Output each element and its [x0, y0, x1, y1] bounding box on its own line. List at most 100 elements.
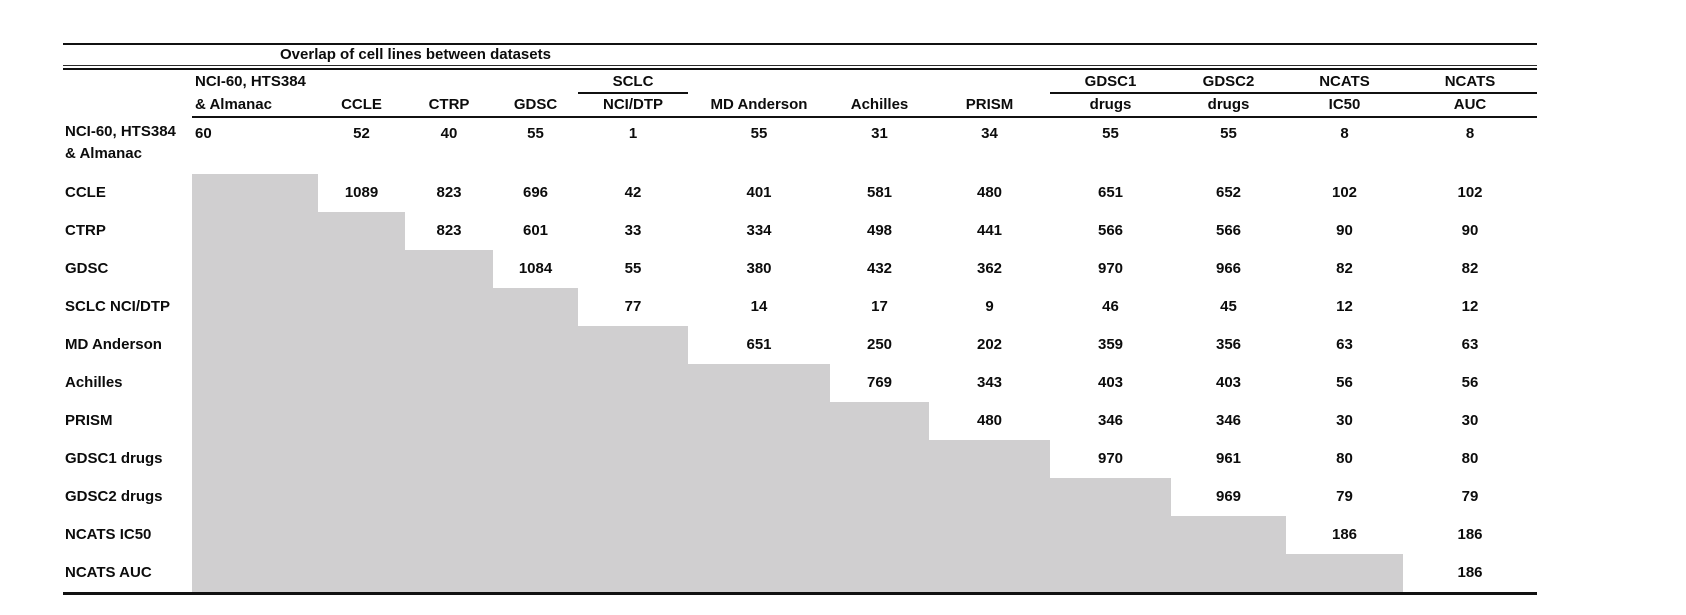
shaded-cell	[493, 288, 578, 326]
row-header: GDSC2 drugs	[65, 488, 163, 505]
shaded-cell	[405, 402, 493, 440]
value-cell: 823	[436, 222, 462, 239]
shaded-cell	[1050, 516, 1171, 554]
shaded-cell	[318, 212, 405, 250]
value-cell: 498	[866, 222, 893, 239]
shaded-cell	[929, 440, 1050, 478]
shaded-cell	[1171, 516, 1286, 554]
col-header-4: GDSC	[493, 70, 578, 118]
value-cell: 56	[1336, 374, 1353, 391]
shaded-cell	[578, 402, 688, 440]
shaded-cell	[929, 516, 1050, 554]
col-header-10: GDSC2 drugs	[1171, 70, 1286, 118]
value-cell: 55	[527, 125, 544, 142]
value-cell: 186	[1457, 564, 1483, 581]
row-header: NCATS AUC	[65, 564, 152, 581]
value-cell: 102	[1457, 184, 1483, 201]
row-header: GDSC1 drugs	[65, 450, 163, 467]
row-header: NCI-60, HTS384 & Almanac	[65, 123, 176, 162]
value-cell: 480	[976, 412, 1003, 429]
table-row: SCLC NCI/DTP 77 14 17 9 46 45 12 12	[63, 288, 1537, 326]
value-cell: 8	[1465, 125, 1475, 142]
row-header: PRISM	[65, 412, 113, 429]
value-cell: 34	[981, 125, 998, 142]
col-header-2: CCLE	[318, 70, 405, 118]
value-cell: 480	[976, 184, 1003, 201]
value-cell: 42	[624, 184, 642, 201]
value-cell: 30	[1461, 412, 1479, 429]
shaded-cell	[493, 364, 578, 402]
value-cell: 9	[985, 298, 994, 315]
value-cell: 356	[1215, 336, 1242, 353]
value-cell: 90	[1336, 222, 1353, 239]
value-cell: 651	[1097, 184, 1124, 201]
shaded-cell	[318, 250, 405, 288]
shaded-cell	[192, 174, 318, 212]
value-cell: 52	[353, 125, 370, 142]
value-cell: 403	[1097, 374, 1124, 391]
value-cell: 55	[1102, 125, 1119, 142]
value-cell: 82	[1336, 260, 1353, 277]
value-cell: 55	[624, 260, 642, 277]
value-cell: 581	[866, 184, 893, 201]
shaded-cell	[192, 288, 318, 326]
shaded-cell	[830, 402, 929, 440]
table-row: GDSC 1084 55 380 432 362 970 966 82 82	[63, 250, 1537, 288]
header-row: NCI-60, HTS384 & Almanac CCLE CTRP GDSC SCLC N…	[63, 70, 1537, 118]
value-cell: 63	[1336, 336, 1353, 353]
shaded-cell	[578, 364, 688, 402]
value-cell: 90	[1461, 222, 1479, 239]
value-cell: 17	[871, 298, 888, 315]
shaded-cell	[493, 554, 578, 592]
value-cell: 60	[195, 125, 212, 142]
shaded-cell	[929, 554, 1050, 592]
shaded-cell	[578, 554, 688, 592]
shaded-cell	[688, 516, 830, 554]
value-cell: 40	[440, 125, 458, 142]
value-cell: 362	[976, 260, 1003, 277]
value-cell: 56	[1461, 374, 1479, 391]
shaded-cell	[405, 288, 493, 326]
shaded-cell	[405, 250, 493, 288]
value-cell: 102	[1331, 184, 1358, 201]
shaded-cell	[830, 516, 929, 554]
value-cell: 77	[624, 298, 642, 315]
shaded-cell	[493, 478, 578, 516]
value-cell: 334	[746, 222, 772, 239]
col-header-9: GDSC1 drugs	[1050, 70, 1171, 118]
value-cell: 970	[1097, 450, 1124, 467]
shaded-cell	[688, 440, 830, 478]
shaded-cell	[192, 364, 318, 402]
value-cell: 441	[976, 222, 1003, 239]
shaded-cell	[578, 440, 688, 478]
value-cell: 12	[1336, 298, 1353, 315]
bottom-rule	[63, 592, 1537, 595]
value-cell: 250	[866, 336, 893, 353]
shaded-cell	[1050, 554, 1171, 592]
shaded-cell	[318, 440, 405, 478]
table-row: GDSC1 drugs 970 961 80 80	[63, 440, 1537, 478]
value-cell: 1	[628, 125, 638, 142]
col-header-11: NCATS IC50	[1286, 70, 1403, 118]
shaded-cell	[1286, 554, 1403, 592]
shaded-cell	[318, 326, 405, 364]
value-cell: 601	[522, 222, 549, 239]
value-cell: 652	[1215, 184, 1242, 201]
title-underline	[63, 65, 1537, 70]
value-cell: 823	[436, 184, 462, 201]
shaded-cell	[929, 478, 1050, 516]
col-header-6: MD Anderson	[688, 70, 830, 118]
shaded-cell	[405, 364, 493, 402]
shaded-cell	[578, 326, 688, 364]
shaded-cell	[318, 402, 405, 440]
shaded-cell	[493, 402, 578, 440]
value-cell: 346	[1097, 412, 1124, 429]
shaded-cell	[192, 516, 318, 554]
shaded-cell	[578, 516, 688, 554]
table-row: GDSC2 drugs 969 79 79	[63, 478, 1537, 516]
value-cell: 969	[1215, 488, 1242, 505]
col-header-8: PRISM	[929, 70, 1050, 118]
shaded-cell	[318, 364, 405, 402]
value-cell: 80	[1461, 450, 1479, 467]
col-header-5: SCLC NCI/DTP	[578, 70, 688, 118]
